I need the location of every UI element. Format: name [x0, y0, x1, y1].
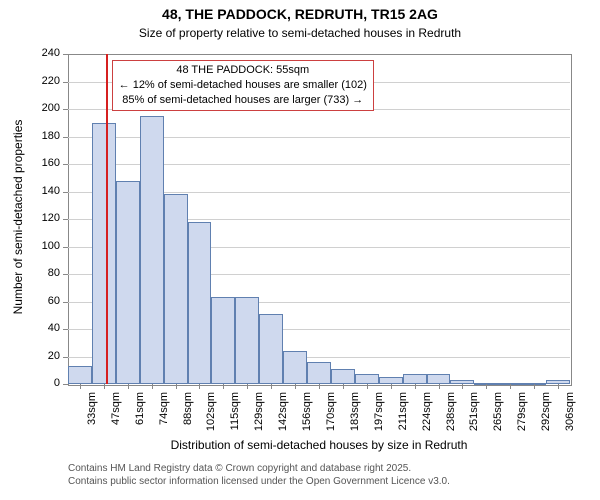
y-tick [63, 247, 68, 248]
histogram-bar [259, 314, 283, 384]
x-tick [415, 384, 416, 389]
histogram-bar [188, 222, 212, 384]
y-tick-label: 20 [30, 350, 60, 362]
x-tick-label: 183sqm [349, 392, 361, 440]
x-tick-label: 292sqm [540, 392, 552, 440]
y-axis-label: Number of semi-detached properties [11, 107, 25, 327]
histogram-bar [427, 374, 451, 384]
x-tick-label: 129sqm [253, 392, 265, 440]
property-marker-line [106, 54, 108, 384]
x-tick-label: 102sqm [205, 392, 217, 440]
footer-credits: Contains HM Land Registry data © Crown c… [68, 462, 450, 488]
x-tick-label: 224sqm [421, 392, 433, 440]
x-tick-label: 142sqm [277, 392, 289, 440]
x-tick-label: 238sqm [445, 392, 457, 440]
y-tick [63, 302, 68, 303]
annotation-box: 48 THE PADDOCK: 55sqm← 12% of semi-detac… [112, 60, 374, 111]
x-tick-label: 279sqm [516, 392, 528, 440]
histogram-bar [307, 362, 331, 384]
y-tick [63, 384, 68, 385]
chart-title: 48, THE PADDOCK, REDRUTH, TR15 2AG [0, 6, 600, 22]
histogram-bar [211, 297, 235, 384]
x-tick [558, 384, 559, 389]
x-tick [462, 384, 463, 389]
x-tick [510, 384, 511, 389]
y-tick [63, 192, 68, 193]
y-tick [63, 164, 68, 165]
annotation-line: 48 THE PADDOCK: 55sqm [119, 63, 367, 78]
x-tick [486, 384, 487, 389]
histogram-bar [355, 374, 379, 384]
y-tick-label: 160 [30, 157, 60, 169]
y-tick-label: 240 [30, 47, 60, 59]
x-tick [295, 384, 296, 389]
histogram-bar [235, 297, 259, 384]
x-tick-label: 115sqm [229, 392, 241, 440]
x-tick-label: 156sqm [301, 392, 313, 440]
x-tick [104, 384, 105, 389]
x-tick [223, 384, 224, 389]
histogram-bar [403, 374, 427, 384]
annotation-line: 85% of semi-detached houses are larger (… [119, 93, 367, 108]
x-tick [80, 384, 81, 389]
histogram-bar [379, 377, 403, 384]
y-tick-label: 60 [30, 295, 60, 307]
footer-line2: Contains public sector information licen… [68, 475, 450, 488]
x-tick [128, 384, 129, 389]
x-tick-label: 74sqm [158, 392, 170, 440]
y-tick [63, 329, 68, 330]
x-tick [152, 384, 153, 389]
y-tick-label: 220 [30, 75, 60, 87]
y-tick-label: 140 [30, 185, 60, 197]
y-tick [63, 219, 68, 220]
x-tick-label: 306sqm [564, 392, 576, 440]
y-tick [63, 82, 68, 83]
histogram-bar [331, 369, 355, 384]
histogram-bar [92, 123, 116, 384]
x-tick [391, 384, 392, 389]
histogram-bar [68, 366, 92, 384]
y-tick [63, 54, 68, 55]
x-tick [343, 384, 344, 389]
histogram-bar [283, 351, 307, 384]
x-tick [199, 384, 200, 389]
y-tick-label: 120 [30, 212, 60, 224]
y-tick-label: 0 [30, 377, 60, 389]
x-tick [439, 384, 440, 389]
x-tick-label: 61sqm [134, 392, 146, 440]
x-axis-label: Distribution of semi-detached houses by … [68, 438, 570, 452]
x-tick-label: 197sqm [373, 392, 385, 440]
y-tick [63, 274, 68, 275]
x-tick [247, 384, 248, 389]
histogram-bar [140, 116, 164, 384]
x-tick [319, 384, 320, 389]
x-tick-label: 33sqm [86, 392, 98, 440]
x-tick [176, 384, 177, 389]
y-tick-label: 80 [30, 267, 60, 279]
x-tick-label: 47sqm [110, 392, 122, 440]
footer-line1: Contains HM Land Registry data © Crown c… [68, 462, 450, 475]
x-tick-label: 88sqm [182, 392, 194, 440]
annotation-line: ← 12% of semi-detached houses are smalle… [119, 78, 367, 93]
y-tick-label: 40 [30, 322, 60, 334]
histogram-bar [164, 194, 188, 384]
x-tick [367, 384, 368, 389]
x-tick [271, 384, 272, 389]
y-tick-label: 180 [30, 130, 60, 142]
x-tick-label: 170sqm [325, 392, 337, 440]
x-tick-label: 211sqm [397, 392, 409, 440]
chart-container: 48, THE PADDOCK, REDRUTH, TR15 2AG Size … [0, 0, 600, 500]
y-tick [63, 137, 68, 138]
y-tick-label: 200 [30, 102, 60, 114]
y-tick [63, 357, 68, 358]
x-tick [534, 384, 535, 389]
x-tick-label: 251sqm [468, 392, 480, 440]
histogram-bar [116, 181, 140, 385]
y-tick [63, 109, 68, 110]
y-tick-label: 100 [30, 240, 60, 252]
x-tick-label: 265sqm [492, 392, 504, 440]
chart-subtitle: Size of property relative to semi-detach… [0, 26, 600, 40]
